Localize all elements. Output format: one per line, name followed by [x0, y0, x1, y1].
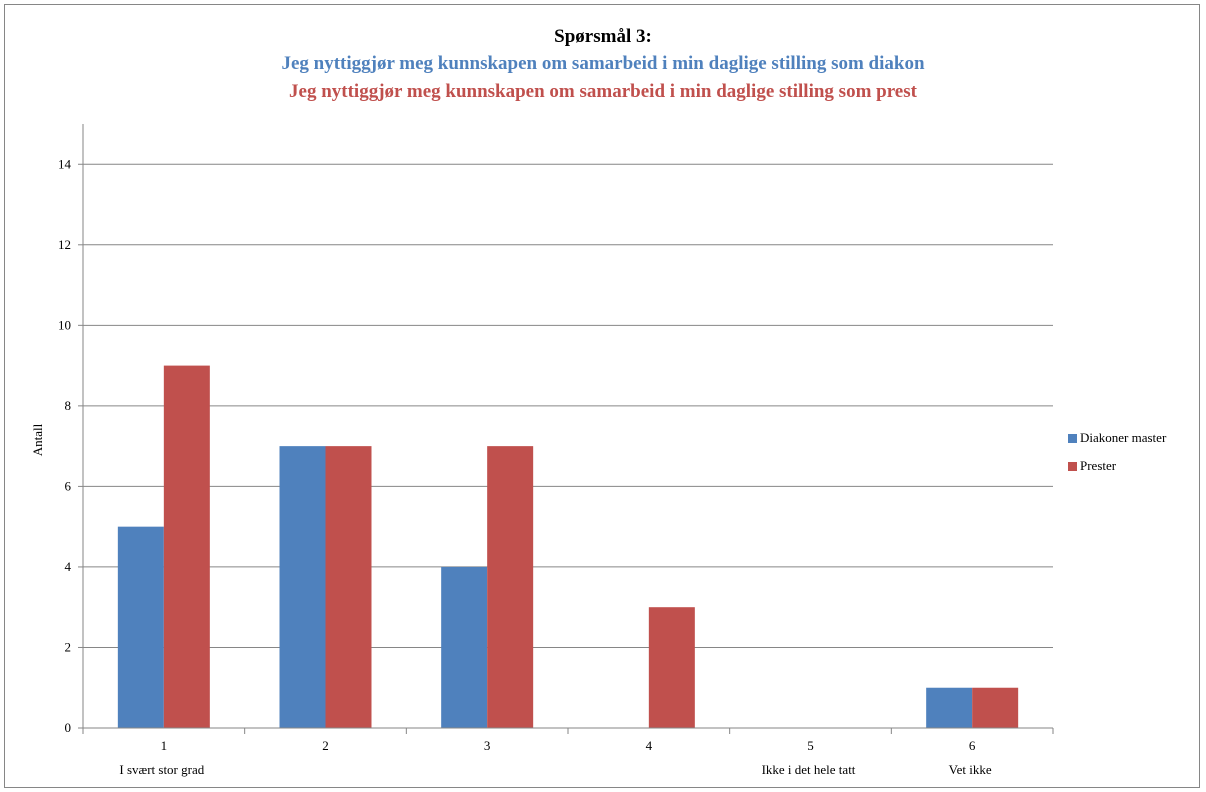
- chart-subtitle-prest: Jeg nyttiggjør meg kunnskapen om samarbe…: [289, 81, 917, 102]
- y-tick-label-14: 14: [58, 156, 72, 171]
- legend-swatch-diakoner: [1068, 433, 1077, 443]
- legend-item-diakoner: Diakoner master: [1068, 430, 1166, 446]
- bar-diakoner-1: [117, 526, 164, 728]
- bar-diakoner-3: [441, 566, 488, 728]
- bar-diakoner-2: [279, 446, 326, 728]
- gridlines: [83, 163, 1053, 648]
- x-sublabel-5: Ikke i det hele tatt: [762, 762, 856, 777]
- y-tick-label-2: 2: [65, 639, 72, 654]
- x-tick-label-4: 4: [646, 738, 653, 753]
- x-tick-label-6: 6: [969, 738, 976, 753]
- legend-label-diakoner: Diakoner master: [1080, 430, 1167, 445]
- x-tick-label-2: 2: [322, 738, 329, 753]
- legend-item-prester: Prester: [1068, 458, 1116, 474]
- y-tick-label-12: 12: [58, 237, 71, 252]
- x-tick-label-5: 5: [807, 738, 814, 753]
- bar-prester-6: [972, 687, 1019, 728]
- x-tick-label-3: 3: [484, 738, 491, 753]
- legend-label-prester: Prester: [1080, 458, 1117, 473]
- y-axis-label: Antall: [30, 423, 45, 456]
- bar-prester-4: [648, 607, 695, 728]
- legend-swatch-prester: [1068, 461, 1077, 471]
- chart-title: Spørsmål 3:: [554, 26, 652, 47]
- y-tick-label-0: 0: [65, 720, 72, 735]
- bar-prester-2: [325, 446, 372, 728]
- axes: 0 2 4 6 8 10 12 14 1 I svært stor grad 2 3 4 5 Ikke i …: [58, 124, 1054, 777]
- chart-subtitle-diakon: Jeg nyttiggjør meg kunnskapen om samarbe…: [281, 53, 925, 74]
- bars: [117, 365, 1019, 728]
- y-tick-label-10: 10: [58, 317, 71, 332]
- x-sublabel-6: Vet ikke: [949, 762, 992, 777]
- bar-prester-1: [163, 365, 210, 728]
- bar-diakoner-6: [926, 687, 973, 728]
- x-tick-label-1: 1: [161, 738, 168, 753]
- y-tick-label-6: 6: [65, 478, 72, 493]
- x-sublabel-1: I svært stor grad: [119, 762, 204, 777]
- y-tick-label-8: 8: [65, 398, 72, 413]
- y-tick-label-4: 4: [65, 559, 72, 574]
- bar-prester-3: [487, 446, 534, 728]
